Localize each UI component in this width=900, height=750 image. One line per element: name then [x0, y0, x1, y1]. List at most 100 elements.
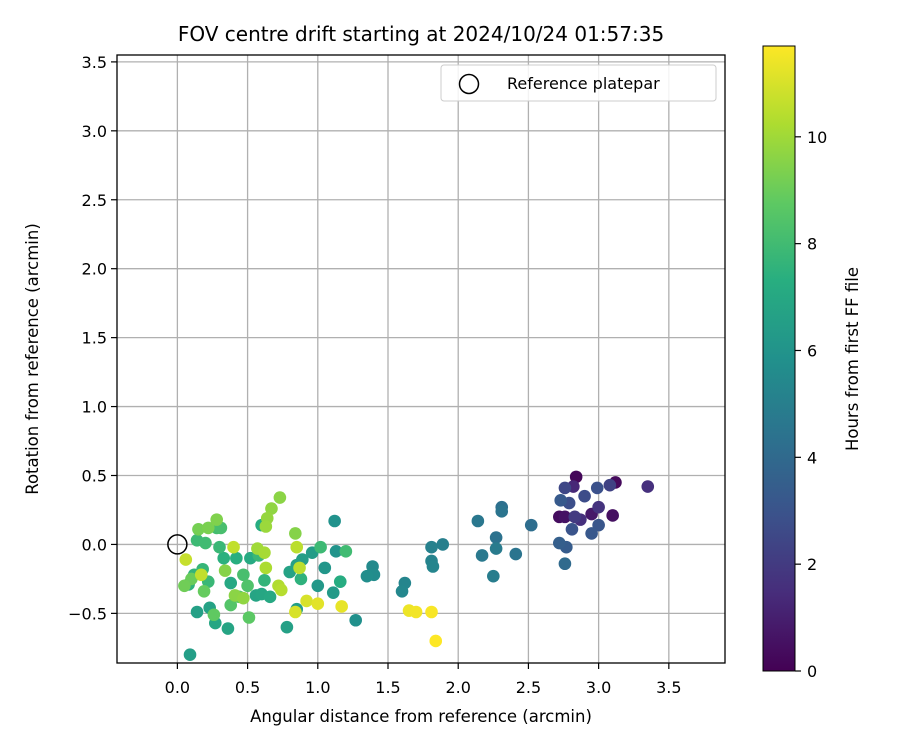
- data-point: [290, 540, 304, 554]
- data-point: [429, 634, 443, 648]
- reference-marker-layer: [167, 534, 188, 555]
- data-point: [329, 545, 343, 558]
- data-point: [558, 510, 572, 524]
- data-point: [590, 481, 604, 495]
- data-point: [289, 605, 302, 619]
- data-point: [487, 569, 500, 583]
- x-tick-label: 1.5: [375, 678, 400, 697]
- data-point: [395, 585, 409, 598]
- data-point: [489, 531, 503, 544]
- data-point: [224, 576, 238, 590]
- data-point: [569, 470, 583, 484]
- data-point: [339, 545, 353, 558]
- colorbar-tick-label: 2: [807, 555, 817, 574]
- data-point: [489, 542, 503, 555]
- plot-frame: [116, 54, 726, 664]
- data-point: [273, 491, 287, 504]
- data-point: [333, 575, 347, 588]
- data-point: [592, 518, 605, 532]
- colorbar: 0 2 4 6 8 10 Hours from first FF file: [762, 45, 862, 681]
- plot-area: [116, 54, 726, 664]
- y-tick-label: 2.0: [82, 260, 107, 279]
- reference-platepar-marker: [167, 534, 188, 555]
- data-point: [178, 579, 191, 593]
- data-point: [190, 605, 204, 619]
- data-point: [224, 598, 238, 612]
- legend-reference-marker: [458, 73, 480, 95]
- data-point: [294, 572, 308, 586]
- data-point: [311, 597, 325, 611]
- data-point: [259, 520, 273, 533]
- data-point: [210, 513, 223, 526]
- data-point: [237, 591, 250, 605]
- data-point: [641, 480, 655, 493]
- data-point: [524, 518, 538, 532]
- y-tick-label: 3.5: [82, 53, 107, 72]
- colorbar-tick-label: 4: [807, 448, 817, 467]
- data-point: [311, 579, 325, 593]
- data-point: [183, 648, 197, 662]
- data-point: [578, 489, 591, 503]
- data-point: [280, 620, 294, 634]
- grid-lines: [117, 55, 725, 663]
- data-point: [230, 551, 243, 565]
- chart-title: FOV centre drift starting at 2024/10/24 …: [178, 22, 664, 46]
- data-point: [425, 540, 438, 554]
- scatter-points: [178, 470, 655, 662]
- data-point: [585, 527, 598, 540]
- data-point: [436, 538, 450, 551]
- data-point: [558, 481, 572, 495]
- legend: Reference platepar: [440, 64, 717, 102]
- data-point: [218, 564, 232, 577]
- x-tick-label: 0.5: [235, 678, 260, 697]
- data-point: [199, 536, 212, 550]
- legend-box: [440, 64, 717, 102]
- x-tick-label: 2.0: [445, 678, 470, 697]
- data-point: [259, 561, 273, 575]
- data-point: [495, 505, 509, 518]
- data-point: [509, 547, 523, 561]
- legend-label: Reference platepar: [507, 74, 660, 93]
- data-point: [221, 622, 235, 635]
- y-axis-label: Rotation from reference (arcmin): [23, 223, 42, 495]
- colorbar-label: Hours from first FF file: [843, 267, 862, 451]
- data-point: [565, 522, 579, 536]
- data-point: [217, 551, 231, 565]
- x-tick-label: 0.0: [165, 678, 190, 697]
- data-point: [207, 608, 221, 622]
- data-point: [300, 594, 313, 608]
- colorbar-ticks: 0 2 4 6 8 10: [795, 128, 827, 681]
- data-point: [553, 536, 566, 550]
- y-tick-label: 3.0: [82, 122, 107, 141]
- data-point: [349, 613, 363, 627]
- data-point: [227, 540, 240, 554]
- data-point: [592, 500, 605, 514]
- x-axis-label: Angular distance from reference (arcmin): [250, 707, 592, 726]
- data-point: [318, 561, 332, 575]
- data-point: [568, 510, 582, 524]
- y-tick-label: 0.0: [82, 535, 107, 554]
- data-point: [293, 561, 306, 575]
- data-point: [471, 514, 485, 528]
- data-point: [283, 565, 297, 579]
- data-point: [558, 557, 572, 571]
- x-tick-label: 3.5: [656, 678, 681, 697]
- data-point: [265, 502, 278, 515]
- x-tick-label: 2.5: [516, 678, 541, 697]
- data-point: [241, 579, 254, 593]
- data-point: [314, 540, 327, 554]
- data-point: [274, 583, 288, 597]
- data-point: [326, 586, 340, 599]
- data-point: [201, 521, 215, 535]
- data-point: [426, 560, 440, 573]
- y-tick-label: 0.5: [82, 466, 107, 485]
- data-point: [475, 549, 489, 562]
- data-point: [425, 605, 438, 619]
- data-point: [603, 478, 617, 492]
- data-point: [242, 611, 256, 624]
- data-point: [258, 573, 271, 587]
- data-point: [194, 568, 208, 582]
- x-tick-label: 1.0: [305, 678, 330, 697]
- data-point: [192, 522, 205, 536]
